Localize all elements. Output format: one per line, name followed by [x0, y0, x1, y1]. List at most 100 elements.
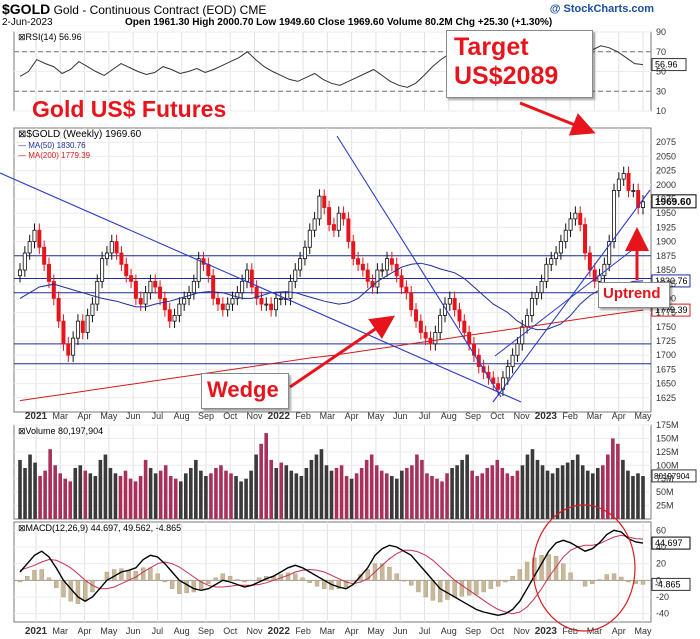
candle-body [592, 269, 597, 282]
volume-bar [384, 473, 389, 519]
candle-body [17, 269, 22, 277]
candle-body [66, 343, 71, 356]
macd-histogram-bar [54, 580, 59, 589]
candle-body [182, 297, 187, 305]
rsi-last-value-label: 56.96 [655, 60, 678, 70]
macd-histogram-bar [430, 580, 436, 601]
volume-bar [249, 470, 253, 519]
volume-bar [148, 467, 153, 519]
macd-histogram-bar [408, 580, 414, 586]
candle-body [322, 195, 327, 208]
candle-body [496, 383, 501, 390]
volume-bar [43, 470, 47, 519]
price-tick-label: 2025 [656, 166, 676, 176]
macd-histogram-bar [459, 580, 465, 597]
candle-body [409, 292, 414, 311]
candle-body [206, 263, 211, 277]
x-axis-tick-label: Apr [78, 411, 92, 421]
candle-body [298, 258, 303, 271]
uptrend-label: Uptrend [603, 285, 661, 302]
volume-bar [123, 470, 128, 519]
candle-body [583, 224, 588, 254]
wedge-label: Wedge [207, 377, 279, 402]
volume-bar [259, 443, 263, 519]
volume-bar [199, 470, 203, 519]
x-axis-tick-label: Apr [345, 626, 359, 636]
price-tick-label: 1750 [656, 322, 676, 332]
volume-bar [324, 465, 329, 519]
volume-bar [118, 476, 123, 519]
macd-histogram-bar [604, 574, 609, 581]
volume-tick-label: 175M [656, 420, 679, 430]
candle-body [288, 280, 293, 299]
x-axis-tick-label: Jul [152, 626, 164, 636]
macd-highlight-circle [532, 504, 636, 632]
macd-histogram-bar [488, 580, 494, 589]
candle-body [162, 297, 167, 311]
volume-bar [38, 476, 42, 519]
volume-tick-label: 125M [656, 447, 679, 457]
x-axis-tick-label: 2023 [535, 411, 558, 422]
target-line1: Target [454, 33, 529, 61]
volume-bar [299, 476, 304, 519]
candle-body [244, 269, 249, 282]
macd-histogram-bar [358, 574, 363, 581]
candle-body [491, 377, 496, 385]
macd-histogram-bar [640, 580, 646, 585]
candle-body [80, 320, 85, 333]
candle-body [51, 280, 56, 299]
candle-body [312, 218, 317, 231]
volume-bar [555, 467, 560, 519]
candle-body [626, 173, 631, 191]
macd-histogram-bar [365, 569, 370, 581]
header-name: Gold - Continuous Contract (EOD) [53, 3, 237, 17]
volume-bar [214, 467, 218, 519]
volume-bar [53, 465, 57, 519]
x-axis-tick-label: Jun [126, 626, 141, 636]
volume-bar [244, 478, 248, 519]
macd-histogram-bar [466, 580, 472, 596]
x-axis-tick-label: 2021 [25, 626, 48, 637]
candle-body [293, 269, 298, 282]
annotation-overlay [0, 101, 651, 632]
volume-bar [178, 481, 183, 519]
candle-body [158, 286, 163, 299]
x-axis-tick-label: Sep [198, 411, 214, 421]
volume-bar [128, 478, 133, 519]
macd-histogram-bar [503, 580, 508, 583]
macd-histogram-bar [582, 580, 588, 587]
wedge-lower-trendline [0, 172, 522, 403]
candle-body [240, 280, 245, 294]
volume-bar [485, 467, 490, 519]
target-line2: US$2089 [454, 62, 559, 90]
rsi-last-value-box [651, 58, 687, 72]
volume-bar [364, 459, 369, 519]
volume-bar [359, 467, 364, 519]
candle-body [95, 280, 100, 305]
candle-body [385, 258, 390, 271]
candle-body [46, 263, 51, 282]
header-symbol: $GOLD [2, 1, 51, 17]
volume-bar [440, 481, 444, 519]
volume-bar [435, 478, 439, 519]
price-tick-label: 1700 [656, 350, 676, 360]
header-symbol-line: $GOLD Gold - Continuous Contract (EOD) C… [2, 1, 266, 17]
ma200-line [19, 309, 644, 402]
x-axis-tick-label: May [634, 626, 652, 636]
candle-body [220, 303, 225, 311]
volume-bar [374, 465, 379, 519]
x-axis-tick-label: Oct [223, 411, 238, 421]
header-exchange: CME [239, 3, 267, 17]
volume-bar [73, 467, 78, 519]
candle-body [356, 258, 361, 265]
volume-bar [420, 459, 424, 519]
ma200-value-label: 1779.39 [655, 305, 688, 315]
volume-bar [535, 459, 540, 519]
volume-bar [560, 465, 565, 519]
header-ohlc: Open 1961.30 High 2000.70 Low 1949.60 Cl… [125, 17, 553, 28]
volume-bar [279, 462, 284, 519]
macd-histogram-bar [336, 580, 341, 589]
volume-bar [239, 481, 243, 519]
x-axis-tick-label: Jul [419, 626, 431, 636]
volume-bar [284, 465, 289, 519]
